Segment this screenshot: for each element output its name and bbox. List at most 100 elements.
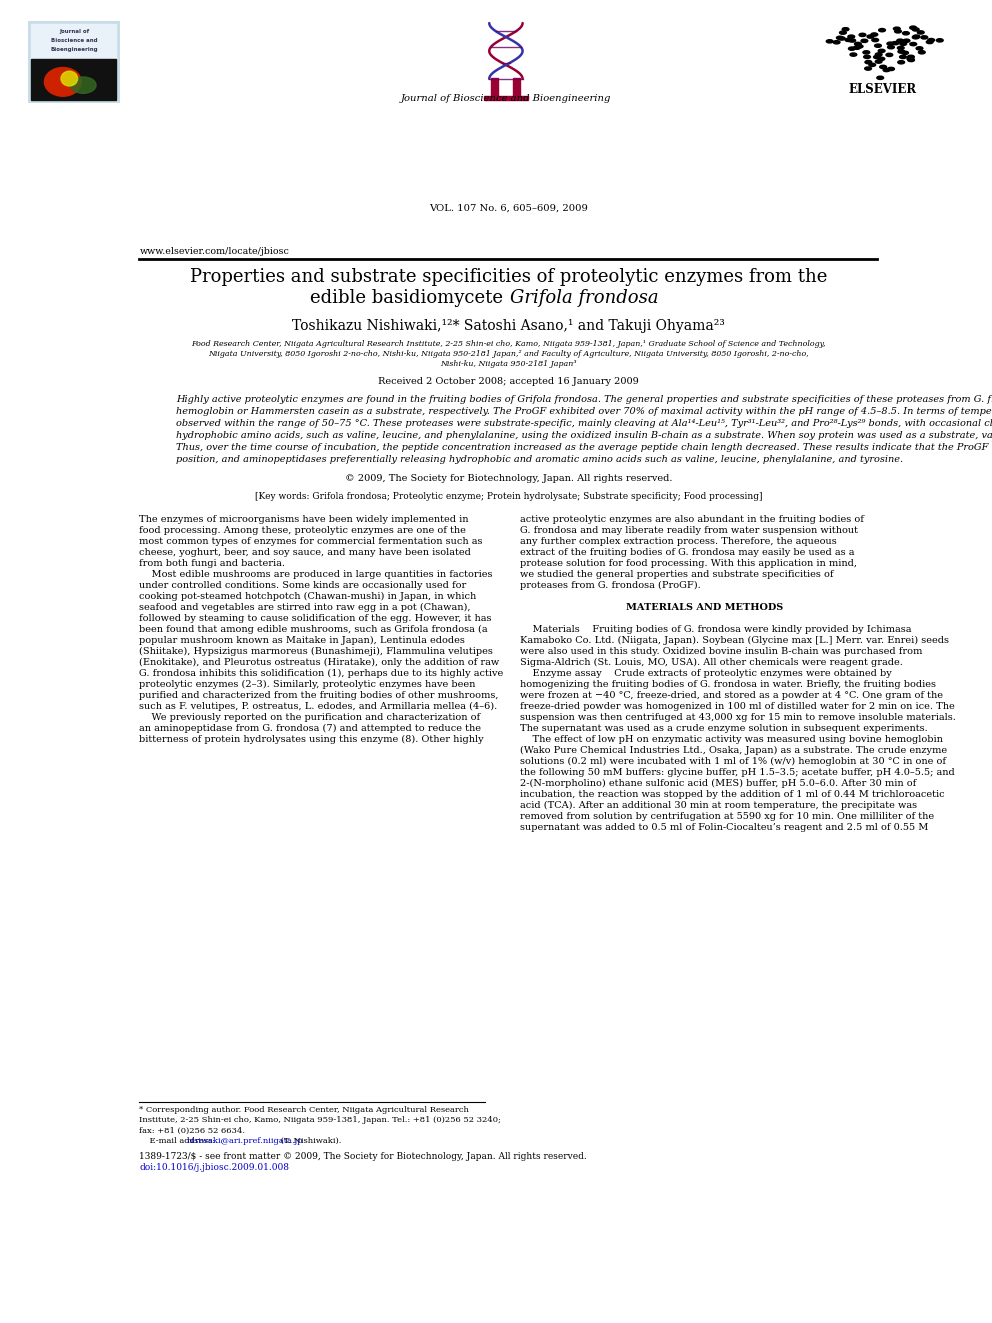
Text: been found that among edible mushrooms, such as Grifola frondosa (a: been found that among edible mushrooms, … xyxy=(139,626,488,634)
Text: We previously reported on the purification and characterization of: We previously reported on the purificati… xyxy=(139,713,480,722)
Circle shape xyxy=(839,30,846,34)
Ellipse shape xyxy=(45,67,81,97)
Circle shape xyxy=(880,65,887,69)
Circle shape xyxy=(897,40,904,42)
Text: Properties and substrate specificities of proteolytic enzymes from the: Properties and substrate specificities o… xyxy=(189,267,827,286)
Circle shape xyxy=(863,50,870,54)
Circle shape xyxy=(898,50,905,53)
Text: observed within the range of 50–75 °C. These proteases were substrate-specific, : observed within the range of 50–75 °C. T… xyxy=(177,419,992,429)
Circle shape xyxy=(833,41,840,44)
Circle shape xyxy=(928,38,934,42)
Text: Kamaboko Co. Ltd. (Niigata, Japan). Soybean (Glycine max [L.] Merr. var. Enrei) : Kamaboko Co. Ltd. (Niigata, Japan). Soyb… xyxy=(520,636,949,646)
Text: solutions (0.2 ml) were incubated with 1 ml of 1% (w/v) hemoglobin at 30 °C in o: solutions (0.2 ml) were incubated with 1… xyxy=(520,757,946,766)
Text: * Corresponding author. Food Research Center, Niigata Agricultural Research: * Corresponding author. Food Research Ce… xyxy=(139,1106,469,1114)
Circle shape xyxy=(879,29,886,32)
Circle shape xyxy=(877,77,884,79)
Text: MATERIALS AND METHODS: MATERIALS AND METHODS xyxy=(626,603,783,613)
Circle shape xyxy=(871,33,878,36)
Circle shape xyxy=(886,53,893,57)
Text: Journal of Bioscience and Bioengineering: Journal of Bioscience and Bioengineering xyxy=(401,94,611,103)
Text: purified and characterized from the fruiting bodies of other mushrooms,: purified and characterized from the frui… xyxy=(139,691,499,700)
Text: acid (TCA). After an additional 30 min at room temperature, the precipitate was: acid (TCA). After an additional 30 min a… xyxy=(520,802,917,810)
Text: supernatant was added to 0.5 ml of Folin-Ciocalteu’s reagent and 2.5 ml of 0.55 : supernatant was added to 0.5 ml of Folin… xyxy=(520,823,929,832)
Text: under controlled conditions. Some kinds are occasionally used for: under controlled conditions. Some kinds … xyxy=(139,581,466,590)
Text: hemoglobin or Hammersten casein as a substrate, respectively. The ProGF exhibite: hemoglobin or Hammersten casein as a sub… xyxy=(177,407,992,417)
Circle shape xyxy=(875,60,882,64)
Circle shape xyxy=(845,38,852,41)
Circle shape xyxy=(842,28,849,30)
Text: position, and aminopeptidases preferentially releasing hydrophobic and aromatic : position, and aminopeptidases preferenti… xyxy=(177,455,904,464)
Text: suspension was then centrifuged at 43,000 xg for 15 min to remove insoluble mate: suspension was then centrifuged at 43,00… xyxy=(520,713,956,722)
Circle shape xyxy=(894,26,900,30)
Circle shape xyxy=(848,48,855,50)
Circle shape xyxy=(902,52,909,54)
Text: Enzyme assay    Crude extracts of proteolytic enzymes were obtained by: Enzyme assay Crude extracts of proteolyt… xyxy=(520,669,892,679)
Circle shape xyxy=(907,57,914,61)
Circle shape xyxy=(936,38,943,42)
Circle shape xyxy=(916,46,923,50)
Circle shape xyxy=(903,40,910,42)
Text: [Key words: Grifola frondosa; Proteolytic enzyme; Protein hydrolysate; Substrate: [Key words: Grifola frondosa; Proteolyti… xyxy=(255,492,762,500)
Text: popular mushroom known as Maitake in Japan), Lentinula edodes: popular mushroom known as Maitake in Jap… xyxy=(139,636,465,646)
Bar xyxy=(484,97,528,101)
Text: homogenizing the fruiting bodies of G. frondosa in water. Briefly, the fruiting : homogenizing the fruiting bodies of G. f… xyxy=(520,680,935,689)
Text: Thus, over the time course of incubation, the peptide concentration increased as: Thus, over the time course of incubation… xyxy=(177,443,992,452)
Text: were also used in this study. Oxidized bovine insulin B-chain was purchased from: were also used in this study. Oxidized b… xyxy=(520,647,923,656)
Circle shape xyxy=(913,34,920,38)
Text: The supernatant was used as a crude enzyme solution in subsequent experiments.: The supernatant was used as a crude enzy… xyxy=(520,724,928,733)
Text: bitterness of protein hydrolysates using this enzyme (8). Other highly: bitterness of protein hydrolysates using… xyxy=(139,736,484,745)
Text: cheese, yoghurt, beer, and soy sauce, and many have been isolated: cheese, yoghurt, beer, and soy sauce, an… xyxy=(139,548,471,557)
Circle shape xyxy=(836,36,843,40)
Text: hydrophobic amino acids, such as valine, leucine, and phenylalanine, using the o: hydrophobic amino acids, such as valine,… xyxy=(177,431,992,441)
Text: were frozen at −40 °C, freeze-dried, and stored as a powder at 4 °C. One gram of: were frozen at −40 °C, freeze-dried, and… xyxy=(520,691,943,700)
Bar xyxy=(514,78,520,97)
Text: The enzymes of microorganisms have been widely implemented in: The enzymes of microorganisms have been … xyxy=(139,515,469,524)
Text: we studied the general properties and substrate specificities of: we studied the general properties and su… xyxy=(520,570,833,579)
Text: followed by steaming to cause solidification of the egg. However, it has: followed by steaming to cause solidifica… xyxy=(139,614,492,623)
Text: VOL. 107 No. 6, 605–609, 2009: VOL. 107 No. 6, 605–609, 2009 xyxy=(429,204,588,213)
Circle shape xyxy=(913,28,919,30)
Text: Nishi-ku, Niigata 950-2181 Japan³: Nishi-ku, Niigata 950-2181 Japan³ xyxy=(440,360,576,369)
Circle shape xyxy=(927,41,933,44)
Text: Materials    Fruiting bodies of G. frondosa were kindly provided by Ichimasa: Materials Fruiting bodies of G. frondosa… xyxy=(520,626,912,634)
Text: Toshikazu Nishiwaki,¹²* Satoshi Asano,¹ and Takuji Ohyama²³: Toshikazu Nishiwaki,¹²* Satoshi Asano,¹ … xyxy=(292,319,725,332)
Text: such as F. velutipes, P. ostreatus, L. edodes, and Armillaria mellea (4–6).: such as F. velutipes, P. ostreatus, L. e… xyxy=(139,703,498,712)
Circle shape xyxy=(875,53,882,56)
Text: edible basidiomycete: edible basidiomycete xyxy=(310,290,509,307)
Circle shape xyxy=(883,69,890,71)
Text: fax: +81 (0)256 52 6634.: fax: +81 (0)256 52 6634. xyxy=(139,1127,245,1135)
Text: www.elsevier.com/locate/jbiosc: www.elsevier.com/locate/jbiosc xyxy=(139,247,290,257)
Circle shape xyxy=(910,42,917,46)
Circle shape xyxy=(864,56,870,58)
Circle shape xyxy=(850,53,857,56)
Text: 2-(N-morpholino) ethane sulfonic acid (MES) buffer, pH 5.0–6.0. After 30 min of: 2-(N-morpholino) ethane sulfonic acid (M… xyxy=(520,779,917,789)
Circle shape xyxy=(865,67,871,70)
Circle shape xyxy=(900,56,907,58)
Text: (T. Nishiwaki).: (T. Nishiwaki). xyxy=(278,1136,341,1144)
Text: Journal of: Journal of xyxy=(59,29,89,33)
Circle shape xyxy=(913,36,919,38)
Text: most common types of enzymes for commercial fermentation such as: most common types of enzymes for commerc… xyxy=(139,537,483,546)
Bar xyxy=(491,78,498,97)
Text: freeze-dried powder was homogenized in 100 ml of distilled water for 2 min on ic: freeze-dried powder was homogenized in 1… xyxy=(520,703,954,712)
Circle shape xyxy=(865,61,872,64)
Text: Most edible mushrooms are produced in large quantities in factories: Most edible mushrooms are produced in la… xyxy=(139,570,493,579)
Text: E-mail address:: E-mail address: xyxy=(139,1136,218,1144)
Circle shape xyxy=(908,58,915,62)
Text: ELSEVIER: ELSEVIER xyxy=(848,83,917,95)
Circle shape xyxy=(874,56,880,58)
Text: food processing. Among these, proteolytic enzymes are one of the: food processing. Among these, proteolyti… xyxy=(139,527,466,534)
Text: any further complex extraction process. Therefore, the aqueous: any further complex extraction process. … xyxy=(520,537,836,546)
Text: nisiwaki@ari.pref.niigata.jp: nisiwaki@ari.pref.niigata.jp xyxy=(187,1136,304,1144)
Circle shape xyxy=(903,32,910,34)
Text: active proteolytic enzymes are also abundant in the fruiting bodies of: active proteolytic enzymes are also abun… xyxy=(520,515,864,524)
Circle shape xyxy=(921,36,928,38)
Circle shape xyxy=(898,61,905,64)
Text: seafood and vegetables are stirred into raw egg in a pot (Chawan),: seafood and vegetables are stirred into … xyxy=(139,603,471,613)
Text: Bioscience and: Bioscience and xyxy=(51,37,97,42)
Circle shape xyxy=(878,57,885,61)
Circle shape xyxy=(867,34,874,38)
Text: G. frondosa inhibits this solidification (1), perhaps due to its highly active: G. frondosa inhibits this solidification… xyxy=(139,669,504,679)
Text: proteases from G. frondosa (ProGF).: proteases from G. frondosa (ProGF). xyxy=(520,581,700,590)
Text: removed from solution by centrifugation at 5590 xg for 10 min. One milliliter of: removed from solution by centrifugation … xyxy=(520,812,934,822)
